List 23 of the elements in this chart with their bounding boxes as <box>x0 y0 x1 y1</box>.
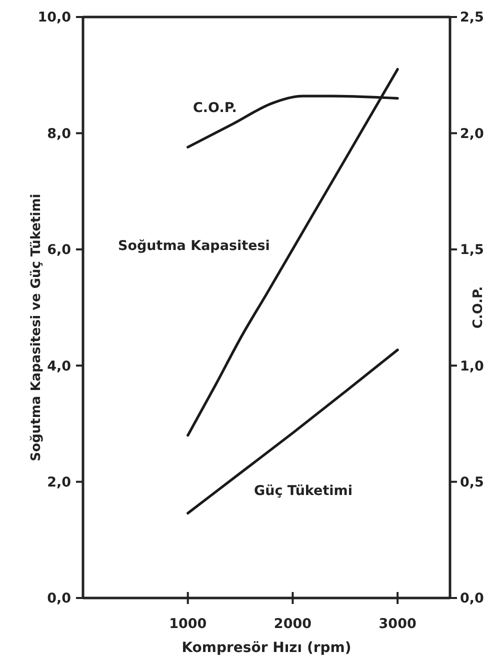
y-tick-label: 2,0 <box>47 474 71 491</box>
y2-tick-label: 1,5 <box>460 242 484 258</box>
x-tick-label: 3000 <box>378 616 416 632</box>
y-axis-title: Soğutma Kapasitesi ve Güç Tüketimi <box>29 194 44 462</box>
y2-tick-label: 2,5 <box>460 10 484 26</box>
y2-tick-label: 2,0 <box>460 126 484 142</box>
y2-tick-label: 0,0 <box>460 590 484 607</box>
x-axis-title: Kompresör Hızı (rpm) <box>182 640 352 656</box>
series-label: Güç Tüketimi <box>254 483 352 499</box>
series-label: Soğutma Kapasitesi <box>118 238 270 254</box>
y-tick-label: 6,0 <box>47 242 71 258</box>
y-tick-label: 8,0 <box>47 126 71 142</box>
y-tick-label: 10,0 <box>38 10 71 26</box>
line-series <box>186 68 399 437</box>
x-tick-label: 2000 <box>274 616 312 632</box>
series-label: C.O.P. <box>193 100 237 116</box>
y-tick-label: 4,0 <box>47 358 71 374</box>
y-tick-label: 0,0 <box>47 590 71 607</box>
line-series <box>186 348 399 514</box>
x-tick-label: 1000 <box>169 616 207 632</box>
y2-tick-label: 1,0 <box>460 358 484 374</box>
y2-tick-label: 0,5 <box>460 474 484 491</box>
y2-axis-title: C.O.P. <box>471 286 486 329</box>
